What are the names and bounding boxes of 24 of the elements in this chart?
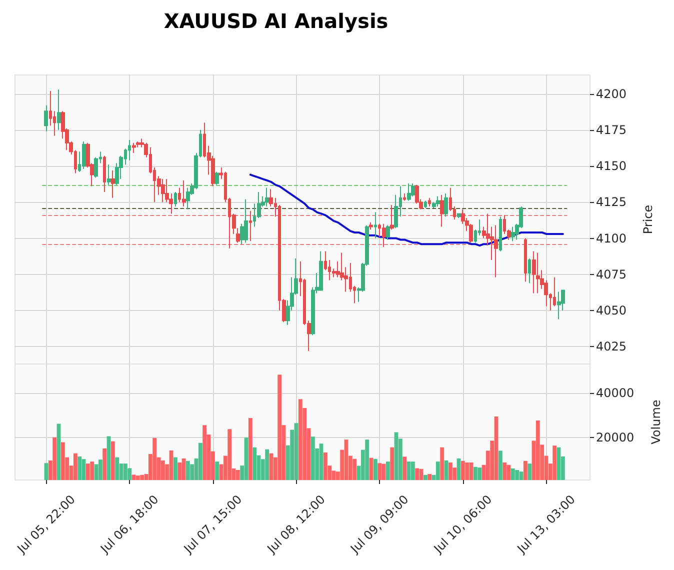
candlestick [557,291,561,320]
y-tick-label: 4075 [596,267,627,282]
candlestick [536,252,540,294]
candlestick [494,224,498,278]
candlestick [107,164,111,186]
y-tick-label: 40000 [596,386,634,400]
y-tick-label: 20000 [596,430,634,445]
candlestick [57,88,61,130]
y-tick-label: 4100 [596,231,627,246]
candlestick [44,104,48,132]
candlestick [161,178,165,203]
candlestick [532,250,536,294]
candlestick [82,140,86,170]
candlestick [528,258,531,284]
candlestick [132,142,136,154]
y-tick-label: 4050 [596,304,627,318]
y-tick-label: 4025 [596,340,627,354]
y-axis-title: Volume [649,400,663,444]
candlestick [111,170,115,198]
candlestick [553,276,556,307]
candlestick [128,140,131,161]
candlestick [524,238,527,282]
candlestick [319,250,323,291]
candlestick [103,155,106,193]
